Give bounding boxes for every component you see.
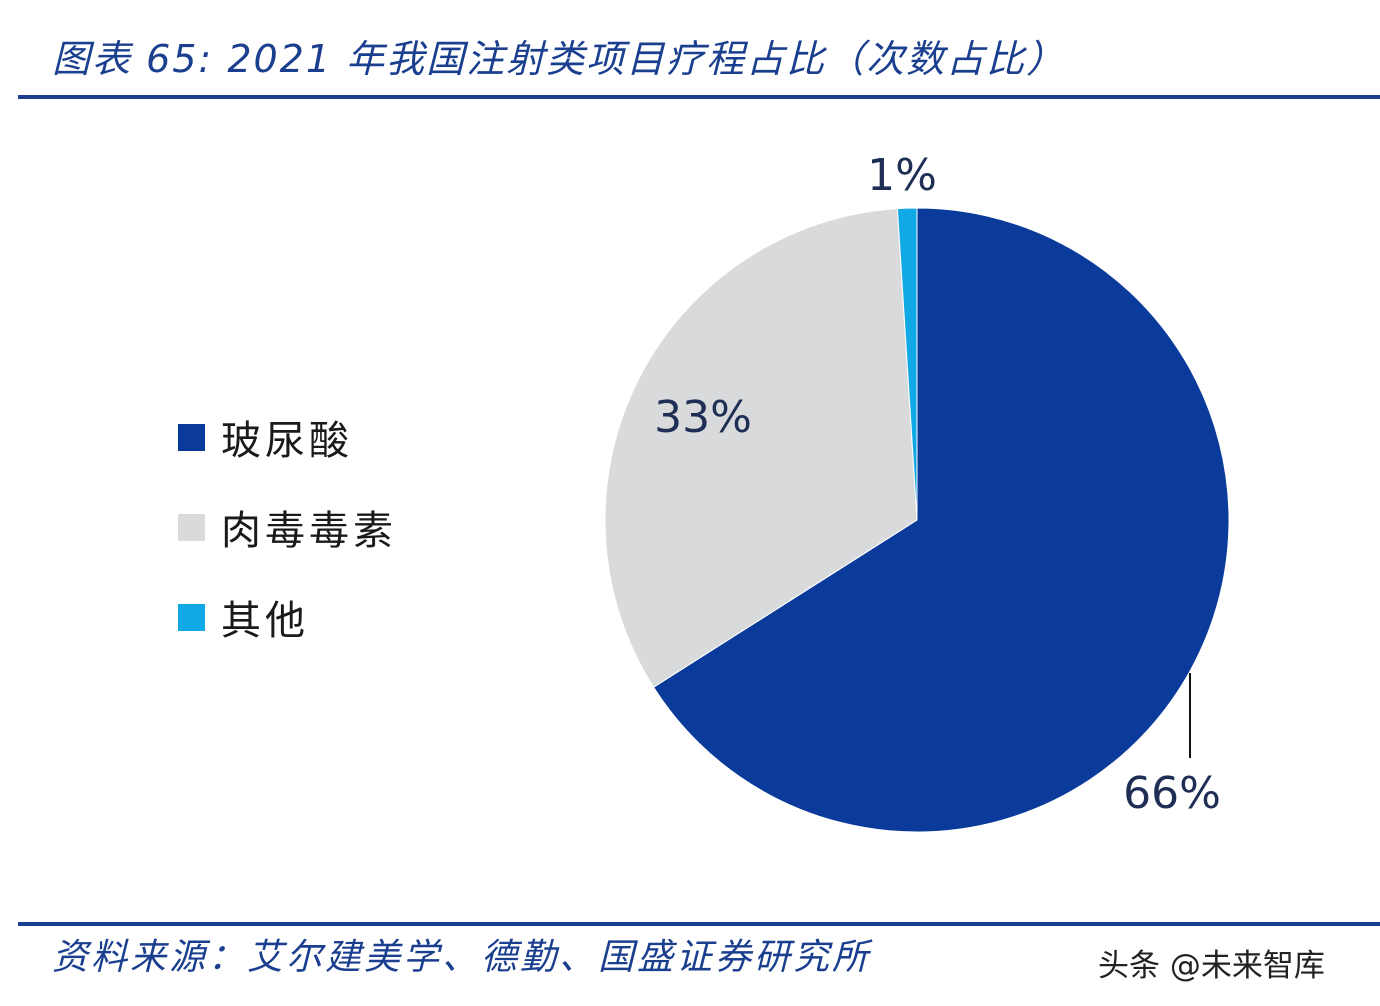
legend: 玻尿酸 肉毒毒素 其他: [178, 392, 397, 662]
legend-swatch: [178, 513, 205, 541]
legend-label: 肉毒毒素: [221, 508, 397, 554]
pie-slice-hyaluronic-acid: [652, 207, 1230, 833]
legend-label: 其他: [221, 598, 309, 644]
pie-slice-botulinum-toxin: [604, 208, 918, 688]
slice-label-hyaluronic-acid: 66%: [1123, 768, 1221, 819]
chart-title: 图表 65: 2021 年我国注射类项目疗程占比（次数占比）: [52, 37, 1067, 81]
slice-label-botulinum-toxin: 33%: [654, 392, 752, 443]
legend-label: 玻尿酸: [221, 418, 353, 464]
legend-swatch: [178, 423, 205, 451]
legend-item-other: 其他: [178, 572, 397, 662]
pie-slice-other: [896, 207, 918, 521]
legend-item-botulinum-toxin: 肉毒毒素: [178, 482, 397, 572]
pie-slices: [604, 207, 1230, 833]
source-note: 资料来源：艾尔建美学、德勤、国盛证券研究所: [52, 937, 872, 978]
slice-label-other: 1%: [867, 150, 937, 201]
legend-swatch: [178, 603, 205, 631]
footer-rule: [18, 922, 1380, 926]
header-rule: [18, 95, 1380, 99]
watermark: 头条 @未来智库: [1098, 948, 1325, 984]
legend-item-hyaluronic-acid: 玻尿酸: [178, 392, 397, 482]
